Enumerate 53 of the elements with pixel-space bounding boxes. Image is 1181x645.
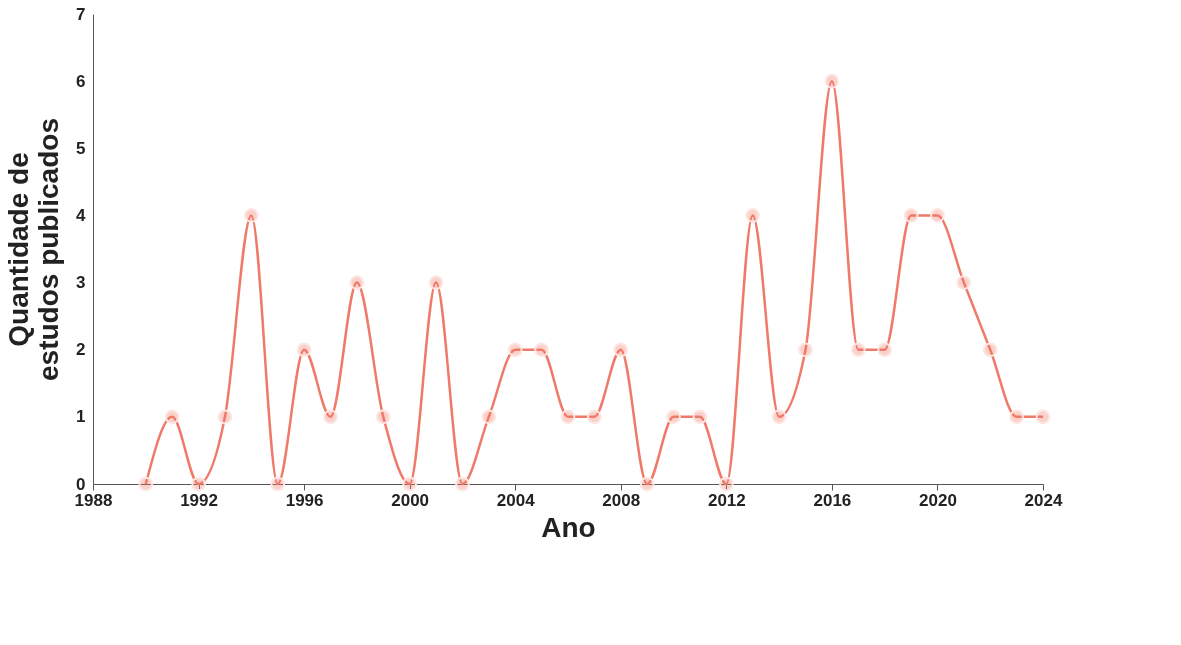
point [824, 73, 840, 89]
point [402, 476, 417, 492]
point [507, 342, 523, 358]
point [481, 409, 497, 425]
point [877, 342, 892, 358]
y-tick-label: 7 [76, 4, 86, 24]
point [296, 342, 312, 358]
x-axis-title: Ano [541, 511, 596, 543]
point [349, 275, 365, 290]
point [719, 476, 734, 492]
point [771, 409, 787, 425]
point [191, 476, 206, 492]
point [850, 342, 866, 358]
point [323, 409, 338, 425]
point [930, 208, 945, 223]
point [956, 275, 972, 290]
point [745, 208, 761, 223]
point [1035, 409, 1051, 425]
point [982, 342, 998, 358]
point [692, 409, 708, 425]
point [375, 409, 391, 425]
point [138, 476, 154, 492]
x-tick-label: 2008 [602, 490, 641, 510]
point [164, 409, 180, 425]
point [270, 476, 286, 492]
point [613, 342, 629, 358]
x-tick-label: 2024 [1024, 490, 1063, 510]
x-tick-label: 1996 [285, 490, 324, 510]
y-tick-label: 6 [76, 71, 86, 91]
point [428, 275, 444, 290]
y-tick-label: 5 [76, 138, 86, 158]
y-tick-label: 1 [76, 407, 86, 427]
point [798, 342, 813, 358]
point [244, 208, 259, 223]
point [217, 409, 233, 425]
y-tick-label: 3 [76, 273, 86, 293]
x-tick-label: 2012 [707, 490, 746, 510]
x-tick-label: 2016 [813, 490, 852, 510]
point [455, 476, 470, 492]
x-tick-label: 2000 [391, 490, 430, 510]
point [560, 409, 576, 425]
point [903, 208, 919, 223]
y-tick-label: 4 [76, 205, 87, 225]
point [666, 409, 681, 425]
point [534, 342, 549, 358]
point [639, 476, 655, 492]
y-axis-title: Quantidade de estudos publicados [3, 118, 65, 381]
point [587, 409, 602, 425]
y-tick-label: 2 [76, 340, 86, 360]
point [1009, 409, 1024, 425]
x-tick-label: 2020 [919, 490, 957, 510]
x-tick-label: 2004 [496, 490, 536, 510]
x-tick-label: 1992 [180, 490, 218, 510]
